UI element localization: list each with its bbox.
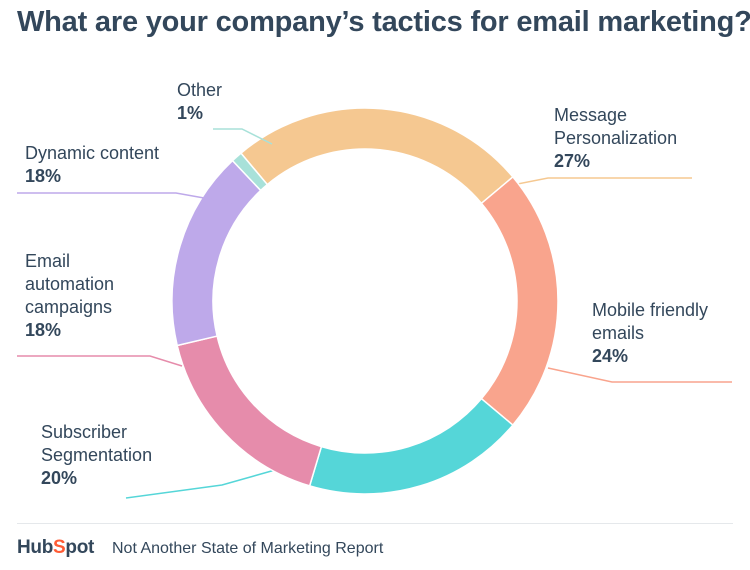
slice-2: [308, 397, 514, 495]
slice-value-1: 24%: [592, 346, 628, 366]
slice-5: [231, 152, 269, 192]
donut-chart: Message Personalization 27% Mobile friendly…: [17, 80, 732, 499]
slice-4: [171, 159, 262, 347]
leader-line-1: [547, 367, 732, 383]
slice-value-5: 1%: [177, 103, 203, 123]
leader-line-0: [496, 177, 692, 189]
slice-label-1: emails: [592, 323, 644, 343]
slice-label-0: Message: [554, 105, 627, 125]
slice-label-1: Mobile friendly: [592, 300, 708, 320]
leader-line-3: [17, 355, 183, 367]
slice-label-3: campaigns: [25, 297, 112, 317]
leader-line-2: [125, 469, 276, 499]
slice-3: [176, 335, 323, 487]
leader-line-5: [213, 128, 273, 145]
slice-label-5: Other: [177, 80, 222, 100]
slice-1: [480, 175, 559, 427]
footer-divider: [17, 523, 733, 524]
slice-label-3: Email: [25, 251, 70, 271]
source-text: Not Another State of Marketing Report: [112, 540, 384, 557]
chart-title: What are your company’s tactics for emai…: [17, 6, 750, 38]
slice-label-4: Dynamic content: [25, 143, 159, 163]
slice-value-0: 27%: [554, 151, 590, 171]
slice-label-0: Personalization: [554, 128, 677, 148]
leader-line-4: [17, 192, 233, 204]
slice-label-2: Subscriber: [41, 422, 127, 442]
slice-value-4: 18%: [25, 166, 61, 186]
slice-label-2: Segmentation: [41, 445, 152, 465]
slice-label-3: automation: [25, 274, 114, 294]
slice-value-2: 20%: [41, 468, 77, 488]
slice-0: [239, 107, 514, 205]
slice-value-3: 18%: [25, 320, 61, 340]
hubspot-logo: HubSpot: [17, 537, 95, 558]
